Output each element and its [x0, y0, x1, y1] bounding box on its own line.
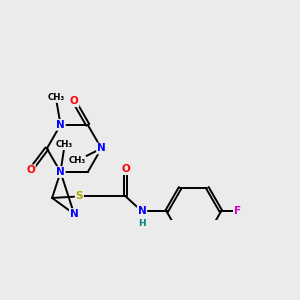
Text: O: O [70, 96, 79, 106]
Text: S: S [76, 191, 83, 201]
Text: N: N [138, 206, 146, 216]
Text: O: O [121, 164, 130, 174]
Text: N: N [70, 209, 79, 219]
Text: CH₃: CH₃ [56, 140, 73, 149]
Text: N: N [56, 120, 65, 130]
Text: N: N [97, 143, 106, 154]
Text: N: N [56, 167, 65, 177]
Text: CH₃: CH₃ [68, 156, 86, 165]
Text: O: O [26, 165, 35, 175]
Text: CH₃: CH₃ [47, 93, 64, 102]
Text: F: F [234, 206, 241, 216]
Text: H: H [138, 219, 146, 228]
